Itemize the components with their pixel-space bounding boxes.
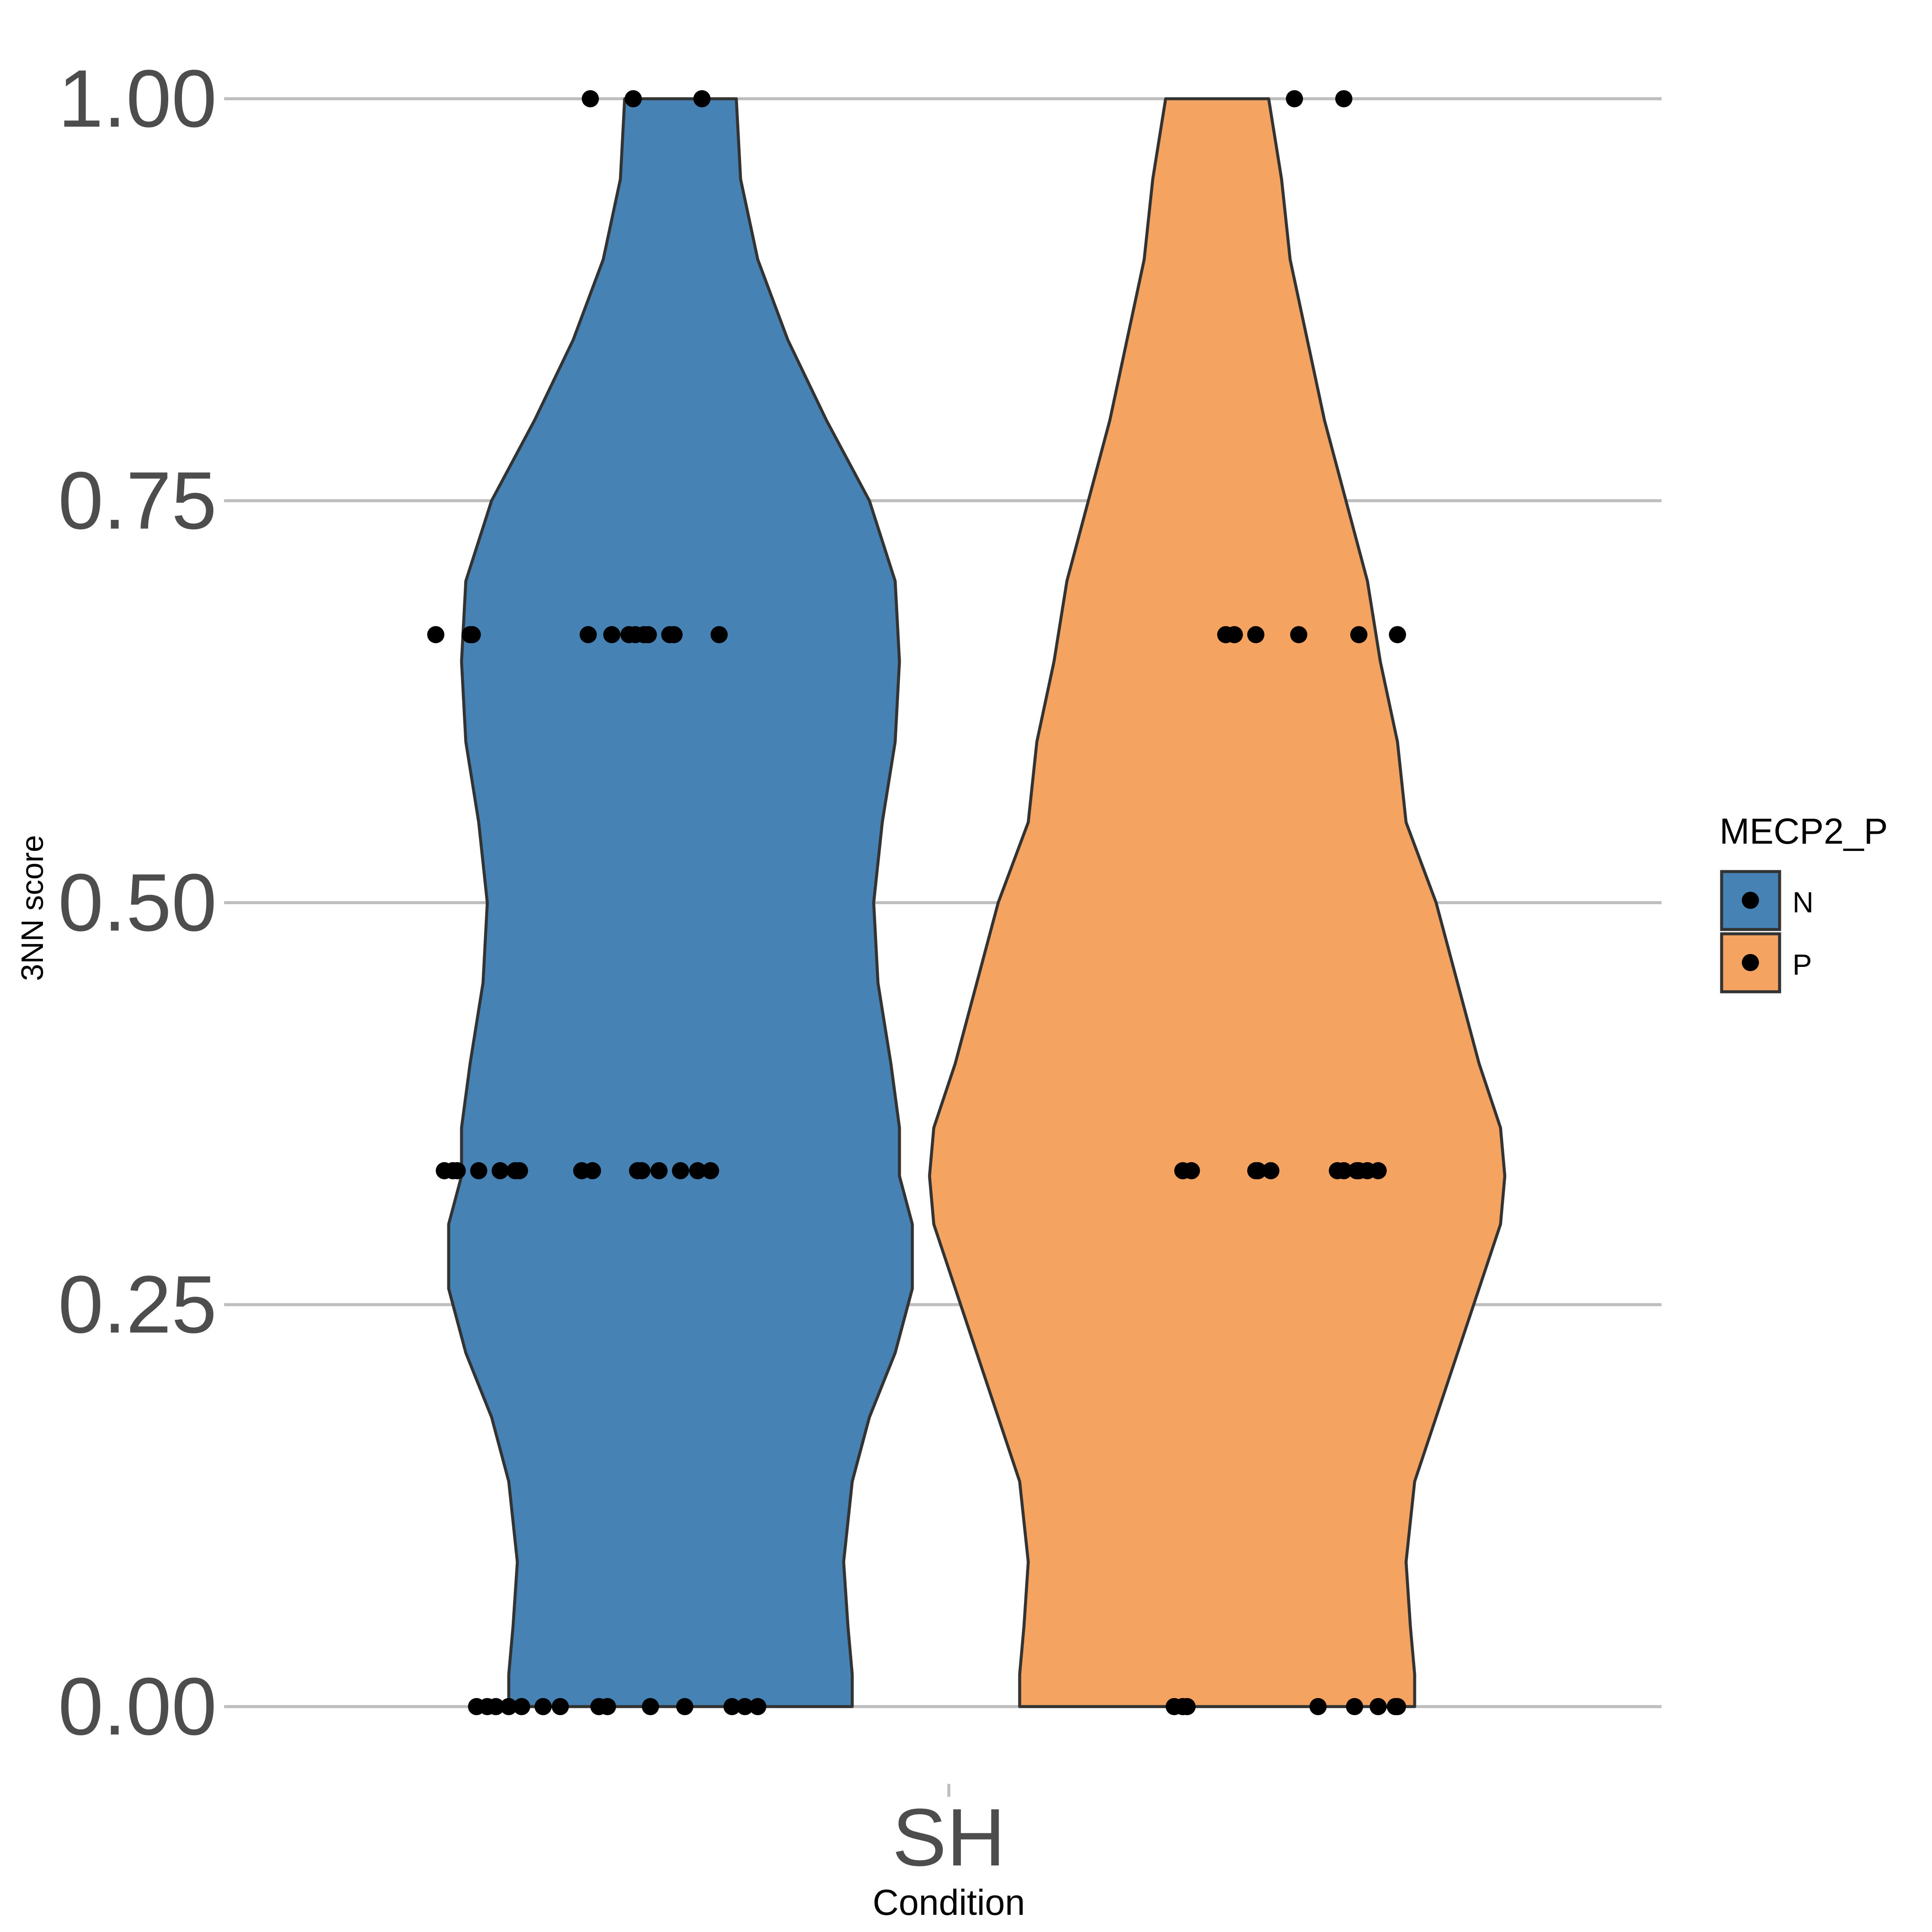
data-point xyxy=(427,626,444,644)
data-point xyxy=(749,1698,766,1715)
data-point xyxy=(1183,1162,1200,1179)
data-point xyxy=(584,1162,601,1179)
data-point xyxy=(1346,1698,1363,1715)
data-point xyxy=(625,90,642,107)
data-point xyxy=(1290,626,1307,644)
data-point xyxy=(1249,1162,1267,1179)
data-point xyxy=(665,626,683,644)
y-axis-title: 3NN score xyxy=(15,835,50,981)
legend-label: P xyxy=(1792,948,1812,981)
y-axis-ticks: 0.00 0.25 0.50 0.75 1.00 xyxy=(58,53,236,1752)
data-point xyxy=(650,1162,668,1179)
x-axis-ticks: SH xyxy=(892,1784,1005,1883)
data-point xyxy=(1370,1162,1387,1179)
y-tick-label: 0.25 xyxy=(58,1259,217,1350)
data-point xyxy=(1179,1698,1196,1715)
data-point xyxy=(535,1698,552,1715)
data-point xyxy=(672,1162,689,1179)
x-tick-label: SH xyxy=(892,1792,1005,1883)
data-point xyxy=(723,1698,741,1715)
legend-key-point xyxy=(1742,892,1759,909)
data-point xyxy=(640,626,657,644)
y-tick-label: 0.75 xyxy=(58,455,217,546)
data-point xyxy=(470,1162,487,1179)
data-point xyxy=(1286,90,1303,107)
y-tick-label: 0.50 xyxy=(58,857,217,948)
data-point xyxy=(1262,1162,1279,1179)
data-point xyxy=(1226,626,1243,644)
data-point xyxy=(492,1162,509,1179)
y-tick-label: 1.00 xyxy=(58,53,217,144)
legend: MECP2_P NP xyxy=(1719,811,1888,993)
data-point xyxy=(1335,1162,1352,1179)
data-point xyxy=(1389,626,1406,644)
legend-key-P xyxy=(1720,932,1781,993)
data-points xyxy=(427,90,1406,1715)
violin-P xyxy=(928,97,1507,1708)
data-point xyxy=(702,1162,719,1179)
data-point xyxy=(642,1698,659,1715)
data-point xyxy=(513,1698,530,1715)
data-point xyxy=(689,1162,706,1179)
legend-label: N xyxy=(1792,886,1814,919)
data-point xyxy=(449,1162,466,1179)
data-point xyxy=(511,1162,528,1179)
data-point xyxy=(633,1162,650,1179)
legend-key-N xyxy=(1720,870,1781,931)
data-point xyxy=(736,1698,753,1715)
data-point xyxy=(464,626,481,644)
data-point xyxy=(582,90,599,107)
violin-N xyxy=(447,97,914,1708)
data-point xyxy=(711,626,728,644)
data-point xyxy=(1247,626,1264,644)
x-axis-title: Condition xyxy=(873,1882,1025,1923)
data-point xyxy=(1309,1698,1327,1715)
data-point xyxy=(1335,90,1352,107)
y-tick-label: 0.00 xyxy=(58,1661,217,1752)
data-point xyxy=(1370,1698,1387,1715)
data-point xyxy=(599,1698,616,1715)
grid-lines xyxy=(236,97,1662,1708)
legend-key-point xyxy=(1742,954,1759,971)
data-point xyxy=(1350,626,1367,644)
data-point xyxy=(580,626,597,644)
data-point xyxy=(1389,1698,1406,1715)
legend-title: MECP2_P xyxy=(1719,811,1888,851)
data-point xyxy=(603,626,620,644)
data-point xyxy=(552,1698,569,1715)
data-point xyxy=(487,1698,504,1715)
data-point xyxy=(500,1698,517,1715)
data-point xyxy=(676,1698,693,1715)
data-point xyxy=(693,90,711,107)
violins xyxy=(447,97,1507,1708)
